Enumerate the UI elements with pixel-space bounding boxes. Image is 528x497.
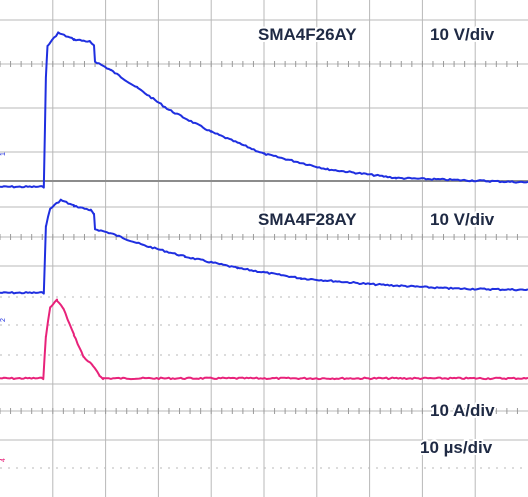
- current-scale-label: 10 A/div: [430, 401, 495, 420]
- waveform-traces: [0, 31, 528, 381]
- annotation-labels: SMA4F26AY 10 V/div SMA4F28AY 10 V/div 10…: [0, 23, 497, 462]
- bottom-voltage-scale-label: 10 V/div: [430, 210, 495, 229]
- top-voltage-scale-label: 10 V/div: [430, 25, 495, 44]
- current-trace: [0, 298, 528, 381]
- bottom-device-label: SMA4F28AY: [258, 210, 357, 229]
- top-device-label: SMA4F26AY: [258, 25, 357, 44]
- timebase-label: 10 µs/div: [420, 438, 493, 457]
- sma4f28ay-voltage-trace: [0, 198, 528, 295]
- sma4f26ay-voltage-trace: [0, 31, 528, 189]
- channel-2-marker: 2: [0, 318, 7, 322]
- channel-4-marker: 4: [0, 458, 7, 462]
- channel-1-marker: 1: [0, 152, 7, 156]
